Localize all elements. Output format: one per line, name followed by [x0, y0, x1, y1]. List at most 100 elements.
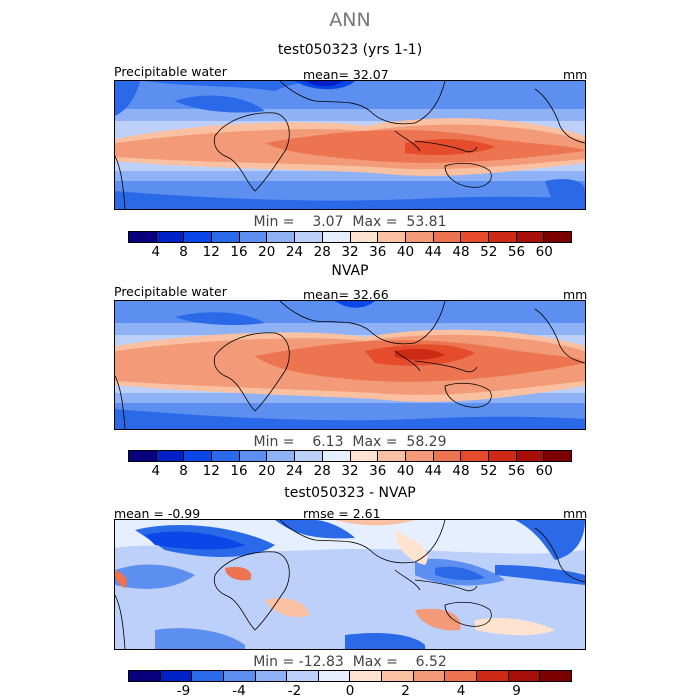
colorbar-tick-label: 24 [285, 463, 304, 479]
panel-3-units: mm [563, 506, 588, 521]
panel-1-map-field [115, 81, 585, 209]
colorbar-swatch [433, 451, 462, 461]
colorbar-swatch [223, 671, 256, 681]
colorbar-tick-label: 52 [480, 463, 498, 479]
colorbar-swatch [212, 232, 240, 242]
colorbar-tick-label: 32 [341, 244, 359, 260]
colorbar-tick-label: 12 [202, 244, 220, 260]
panel-2-colorbar-labels: 4 8 12 16 20 24 28 32 36 40 44 48 52 56 60 [128, 463, 572, 479]
figure-title: ANN [329, 9, 371, 31]
colorbar-swatch [488, 451, 517, 461]
panel-2-mean-label: mean= 32.66 [303, 287, 389, 302]
colorbar-tick-label: 48 [452, 244, 470, 260]
colorbar-swatch [156, 232, 185, 242]
colorbar-tick-label: 28 [313, 244, 331, 260]
colorbar-swatch [322, 451, 351, 461]
colorbar-swatch [129, 451, 157, 461]
colorbar-swatch [350, 451, 379, 461]
colorbar-tick-label: 16 [230, 463, 248, 479]
colorbar-swatch [129, 671, 161, 681]
colorbar-tick-label: 9 [512, 683, 521, 699]
colorbar-swatch [212, 451, 240, 461]
panel-3-mean-label: mean = -0.99 [114, 506, 201, 521]
colorbar-swatch [184, 232, 213, 242]
colorbar-tick-label: 8 [179, 463, 188, 479]
panel-3-map [114, 519, 586, 650]
colorbar-swatch [516, 232, 545, 242]
panel-1-field-label: Precipitable water [114, 64, 227, 79]
colorbar-tick-label: -4 [232, 683, 246, 699]
colorbar-tick-label: 36 [369, 244, 387, 260]
colorbar-swatch [295, 232, 323, 242]
colorbar-swatch [267, 451, 296, 461]
colorbar-tick-label: 2 [401, 683, 410, 699]
colorbar-swatch [378, 451, 406, 461]
colorbar-swatch [350, 232, 379, 242]
colorbar-tick-label: 4 [151, 463, 161, 479]
panel-3-coastlines [115, 520, 585, 649]
colorbar-swatch [461, 232, 489, 242]
colorbar-swatch [445, 671, 478, 681]
panel-3-title: test050323 - NVAP [284, 485, 416, 501]
panel-3-map-field [115, 520, 585, 649]
colorbar-swatch [239, 451, 268, 461]
colorbar-swatch [461, 451, 489, 461]
panel-3-minmax: Min = -12.83 Max = 6.52 [253, 654, 447, 670]
colorbar-tick-label: 4 [456, 683, 466, 699]
panel-2-field-label: Precipitable water [114, 284, 227, 299]
colorbar-swatch [160, 671, 193, 681]
colorbar-swatch [378, 232, 406, 242]
colorbar-swatch [255, 671, 288, 681]
colorbar-tick-label: 28 [313, 463, 331, 479]
colorbar-swatch [156, 451, 185, 461]
colorbar-swatch [477, 671, 509, 681]
colorbar-tick-label: 8 [179, 244, 188, 260]
colorbar-tick-label: 36 [369, 463, 387, 479]
colorbar-tick-label: 16 [230, 244, 248, 260]
panel-1-minmax: Min = 3.07 Max = 53.81 [253, 214, 447, 230]
colorbar-tick-label: 60 [535, 244, 553, 260]
colorbar-swatch [287, 671, 319, 681]
colorbar-tick-label: -9 [176, 683, 191, 699]
colorbar-tick-label: 52 [480, 244, 498, 260]
colorbar-tick-label: 44 [424, 244, 442, 260]
panel-1-coastlines [115, 81, 585, 209]
colorbar-tick-label: 48 [452, 463, 470, 479]
colorbar-swatch [405, 451, 434, 461]
panel-2-colorbar [128, 450, 572, 462]
colorbar-swatch [433, 232, 462, 242]
colorbar-tick-label: 0 [345, 683, 355, 699]
panel-2-title: NVAP [331, 263, 369, 279]
colorbar-tick-label: 44 [424, 463, 442, 479]
colorbar-swatch [322, 232, 351, 242]
panel-2-map-field [115, 301, 585, 429]
colorbar-tick-label: 4 [151, 244, 161, 260]
panel-1-map [114, 80, 586, 210]
colorbar-swatch [318, 671, 351, 681]
colorbar-swatch [544, 232, 571, 242]
panel-1-mean-label: mean= 32.07 [303, 67, 389, 82]
colorbar-swatch [295, 451, 323, 461]
colorbar-tick-label: 56 [507, 244, 526, 260]
colorbar-swatch [239, 232, 268, 242]
colorbar-tick-label: -2 [287, 683, 302, 699]
colorbar-swatch [192, 671, 224, 681]
colorbar-swatch [350, 671, 383, 681]
colorbar-swatch [382, 671, 414, 681]
panel-1-title: test050323 (yrs 1-1) [277, 42, 423, 58]
panel-2-units: mm [563, 287, 588, 302]
colorbar-swatch [488, 232, 517, 242]
panel-1-colorbar [128, 231, 572, 243]
colorbar-swatch [508, 671, 541, 681]
panel-2-coastlines [115, 301, 585, 429]
panel-3-rmse-label: rmse = 2.61 [303, 506, 381, 521]
panel-2-minmax: Min = 6.13 Max = 58.29 [253, 434, 447, 450]
colorbar-tick-label: 56 [507, 463, 526, 479]
colorbar-swatch [544, 451, 571, 461]
colorbar-tick-label: 20 [258, 463, 276, 479]
panel-1-colorbar-labels: 4 8 12 16 20 24 28 32 36 40 44 48 52 56 60 [128, 244, 572, 260]
colorbar-swatch [405, 232, 434, 242]
colorbar-swatch [129, 232, 157, 242]
colorbar-tick-label: 24 [285, 244, 304, 260]
panel-1-units: mm [563, 67, 588, 82]
